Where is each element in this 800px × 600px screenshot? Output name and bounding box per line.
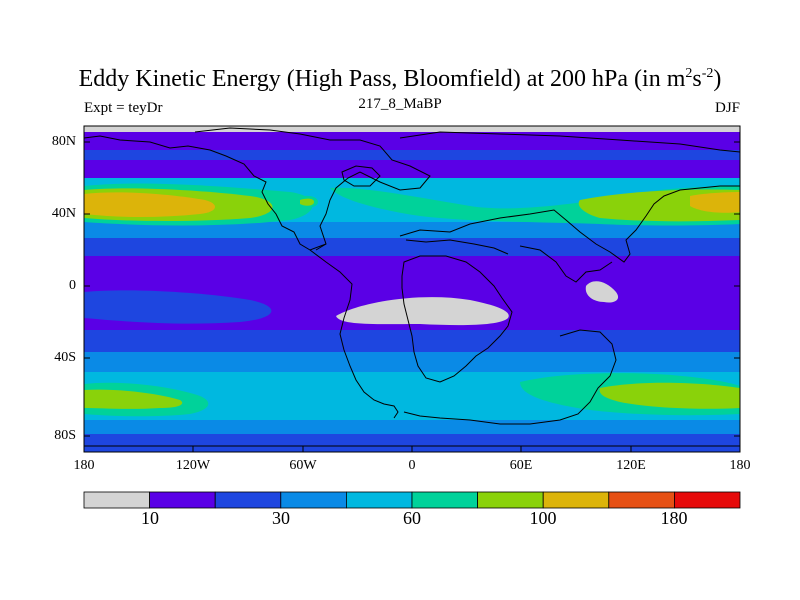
coast-europe-asia <box>399 131 740 263</box>
coast-australia <box>403 329 617 425</box>
band-grey-top <box>84 126 740 132</box>
season-label: DJF <box>714 100 740 116</box>
band-midblue-polar <box>84 420 740 438</box>
lon-label-180w: 180 <box>73 458 95 473</box>
gold-nh-pacific <box>84 192 216 217</box>
lon-label-60e: 60E <box>509 458 533 473</box>
band-blue-polar <box>84 434 740 452</box>
lime-sh-indian <box>599 382 740 409</box>
lat-label-40s: 40S <box>54 350 76 365</box>
colorbar-swatch-1 <box>149 491 216 509</box>
coast-africa <box>401 255 513 383</box>
coast-north-america <box>84 127 431 251</box>
lime-nh-small <box>300 198 314 206</box>
coast-india-sea <box>519 245 613 283</box>
map-panel <box>84 126 740 452</box>
lon-label-180e: 180 <box>729 458 751 473</box>
colorbar-label-60: 60 <box>403 508 421 528</box>
colorbar-swatch-9 <box>674 491 741 509</box>
colorbar <box>83 491 741 509</box>
lime-sh-pacific <box>84 389 183 409</box>
colorbar-swatch-5 <box>411 491 478 509</box>
lat-label-80s: 80S <box>54 428 76 443</box>
colorbar-label-10: 10 <box>141 508 159 528</box>
gold-nh-asia <box>690 192 740 213</box>
coast-south-america <box>309 243 399 419</box>
grey-indonesia-patch <box>585 281 619 303</box>
colorbar-swatch-0 <box>83 491 150 509</box>
lon-label-60w: 60W <box>289 458 317 473</box>
colorbar-swatch-6 <box>477 491 544 509</box>
colorbar-swatch-8 <box>608 491 675 509</box>
lat-label-40n: 40N <box>51 206 76 221</box>
lat-label-eq: 0 <box>69 278 76 293</box>
coast-greenland <box>341 165 381 187</box>
lon-label-120w: 120W <box>175 458 211 473</box>
colorbar-label-100: 100 <box>529 508 557 528</box>
lon-label-120e: 120E <box>616 458 646 473</box>
colorbar-swatch-4 <box>345 491 413 509</box>
colorbar-swatch-2 <box>214 491 282 509</box>
grey-africa-patch <box>336 297 509 326</box>
figure-title: Eddy Kinetic Energy (High Pass, Bloomfie… <box>78 66 722 92</box>
experiment-label: Expt = teyDr <box>84 100 163 116</box>
lon-label-0: 0 <box>408 458 416 473</box>
lat-label-80n: 80N <box>51 134 76 149</box>
colorbar-label-30: 30 <box>272 508 290 528</box>
colorbar-swatch-7 <box>542 491 610 509</box>
colorbar-label-180: 180 <box>660 508 688 528</box>
band-blue-subtrop <box>84 238 740 260</box>
coastlines <box>84 127 740 447</box>
lat-ticks <box>84 141 740 437</box>
coast-mediterranean <box>405 239 509 255</box>
band-violet-north <box>84 160 740 180</box>
colorbar-swatch-3 <box>280 491 347 509</box>
run-id-label: 217_8_MaBP <box>358 96 442 112</box>
lon-ticks <box>83 446 741 452</box>
blue-tropic-pacific <box>84 290 272 324</box>
